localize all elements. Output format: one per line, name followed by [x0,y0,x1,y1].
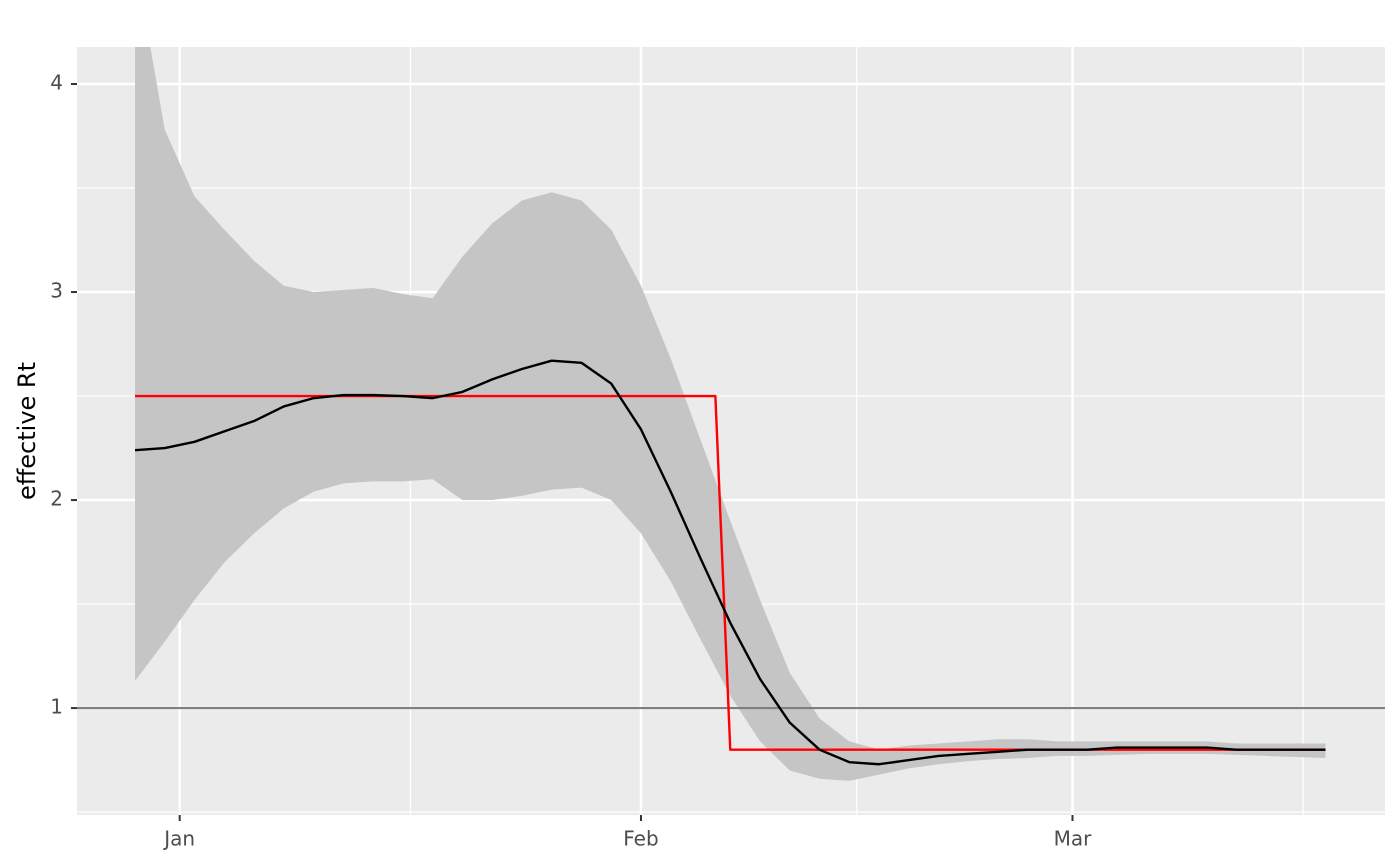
y-axis-label: effective Rt [13,362,41,500]
y-tick-label: 2 [50,487,63,511]
x-tick-label: Feb [623,827,658,851]
x-tick-label: Jan [162,827,195,851]
axes: 1 2 3 4 Jan Feb Mar [50,71,1092,851]
plot-area [77,47,1385,781]
y-tick-label: 1 [50,695,63,719]
y-tick-label: 3 [50,279,63,303]
line [134,359,1326,766]
y-tick-label: 4 [50,71,63,95]
x-tick-label: Mar [1054,827,1093,851]
ribbon [135,47,1326,781]
